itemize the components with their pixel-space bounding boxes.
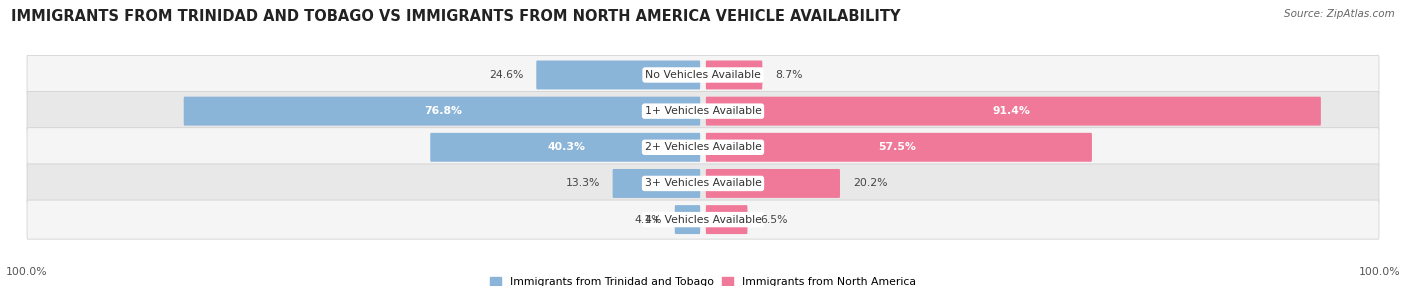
Text: 100.0%: 100.0% [1358,267,1400,277]
Text: 20.2%: 20.2% [853,178,887,188]
Text: No Vehicles Available: No Vehicles Available [645,70,761,80]
FancyBboxPatch shape [430,133,700,162]
FancyBboxPatch shape [27,92,1379,131]
Text: IMMIGRANTS FROM TRINIDAD AND TOBAGO VS IMMIGRANTS FROM NORTH AMERICA VEHICLE AVA: IMMIGRANTS FROM TRINIDAD AND TOBAGO VS I… [11,9,901,23]
Text: 2+ Vehicles Available: 2+ Vehicles Available [644,142,762,152]
FancyBboxPatch shape [184,97,700,126]
FancyBboxPatch shape [613,169,700,198]
Text: 13.3%: 13.3% [565,178,599,188]
FancyBboxPatch shape [27,128,1379,167]
FancyBboxPatch shape [675,205,700,234]
Text: Source: ZipAtlas.com: Source: ZipAtlas.com [1284,9,1395,19]
Text: 1+ Vehicles Available: 1+ Vehicles Available [644,106,762,116]
Text: 57.5%: 57.5% [879,142,917,152]
FancyBboxPatch shape [706,97,1320,126]
Text: 3+ Vehicles Available: 3+ Vehicles Available [644,178,762,188]
FancyBboxPatch shape [706,169,839,198]
Text: 8.7%: 8.7% [775,70,803,80]
FancyBboxPatch shape [27,200,1379,239]
Text: 4.1%: 4.1% [634,214,662,225]
FancyBboxPatch shape [27,164,1379,203]
Text: 4+ Vehicles Available: 4+ Vehicles Available [644,214,762,225]
FancyBboxPatch shape [27,55,1379,94]
FancyBboxPatch shape [706,61,762,90]
FancyBboxPatch shape [536,61,700,90]
Text: 24.6%: 24.6% [489,70,523,80]
Text: 91.4%: 91.4% [993,106,1031,116]
Text: 6.5%: 6.5% [761,214,787,225]
Text: 76.8%: 76.8% [425,106,463,116]
FancyBboxPatch shape [706,133,1092,162]
FancyBboxPatch shape [706,205,748,234]
Legend: Immigrants from Trinidad and Tobago, Immigrants from North America: Immigrants from Trinidad and Tobago, Imm… [486,273,920,286]
Text: 40.3%: 40.3% [548,142,586,152]
Text: 100.0%: 100.0% [6,267,48,277]
